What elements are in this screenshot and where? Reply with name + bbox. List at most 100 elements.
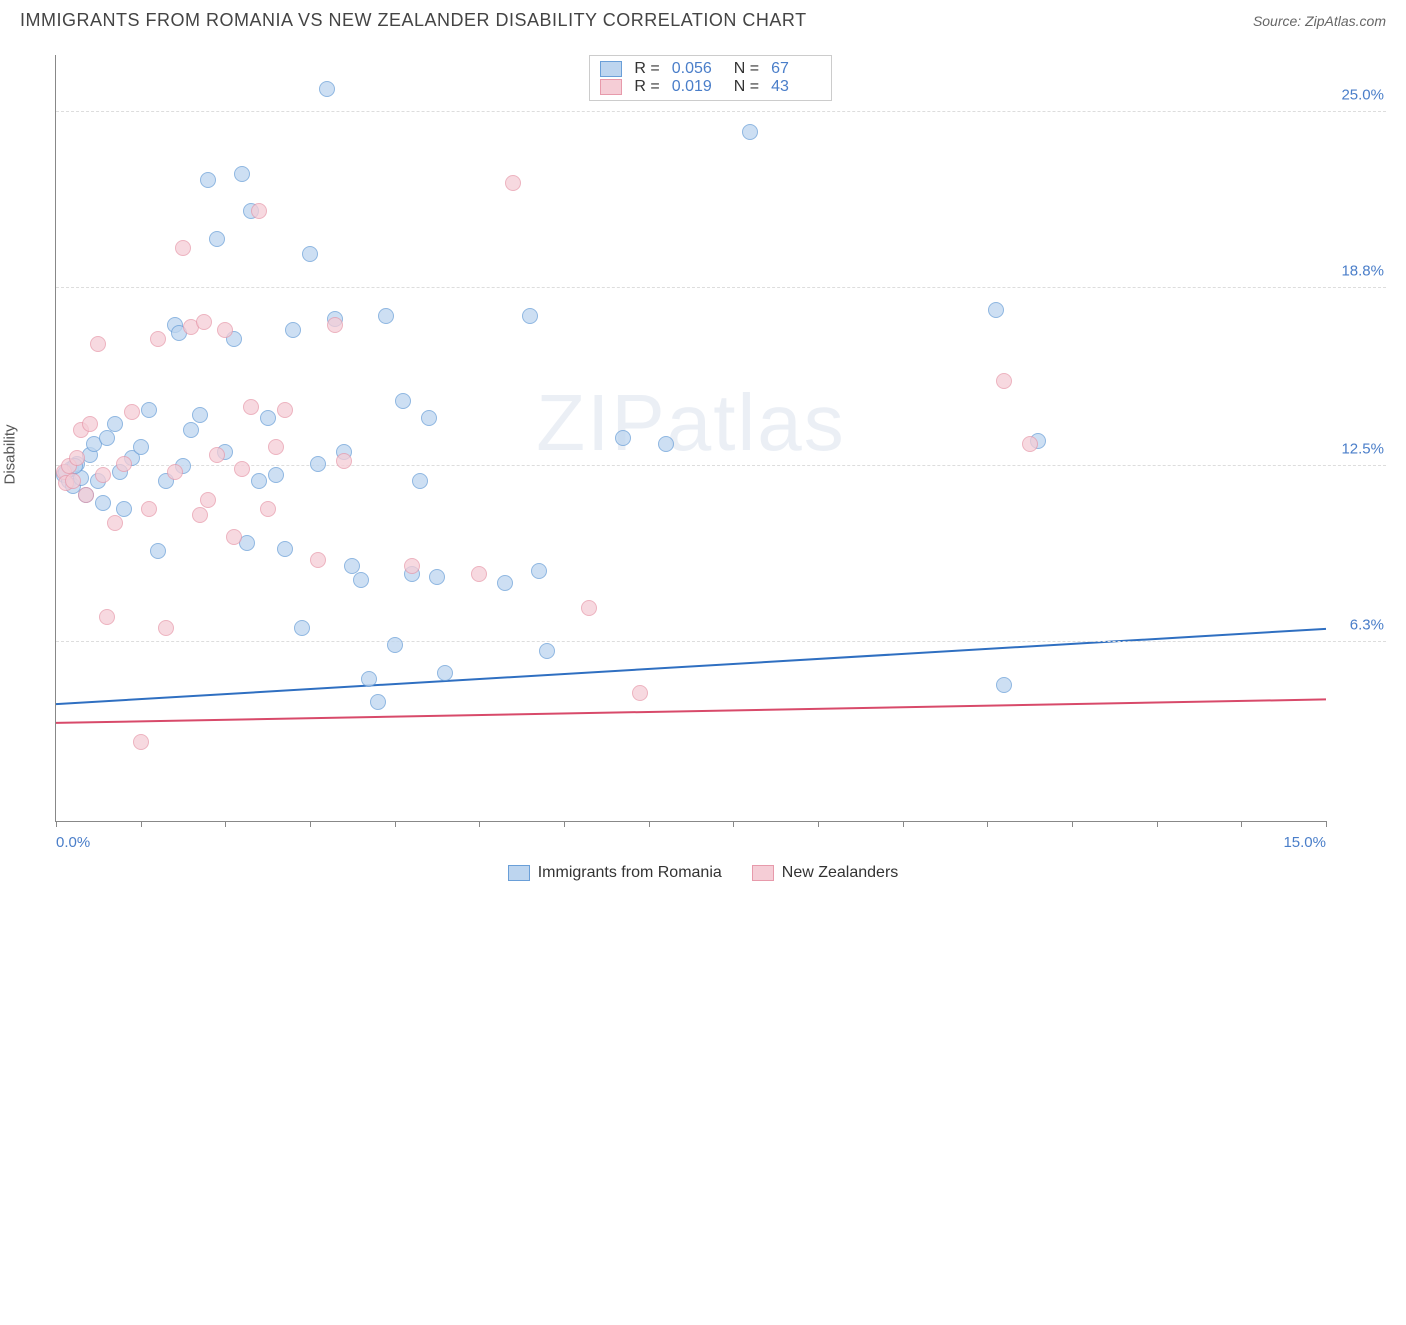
data-point-romania[interactable]	[268, 467, 284, 483]
data-point-nz[interactable]	[581, 600, 597, 616]
data-point-nz[interactable]	[200, 492, 216, 508]
data-point-nz[interactable]	[234, 461, 250, 477]
data-point-romania[interactable]	[107, 416, 123, 432]
data-point-romania[interactable]	[183, 422, 199, 438]
n-label: N =	[734, 60, 759, 78]
legend-row-romania: R = 0.056 N = 67	[600, 60, 821, 78]
data-point-nz[interactable]	[632, 685, 648, 701]
data-point-nz[interactable]	[65, 473, 81, 489]
data-point-nz[interactable]	[99, 609, 115, 625]
data-point-romania[interactable]	[615, 430, 631, 446]
data-point-nz[interactable]	[209, 447, 225, 463]
data-point-nz[interactable]	[141, 501, 157, 517]
legend-swatch-icon	[508, 865, 530, 881]
x-tick	[818, 821, 819, 827]
data-point-romania[interactable]	[361, 671, 377, 687]
data-point-nz[interactable]	[327, 317, 343, 333]
data-point-romania[interactable]	[658, 436, 674, 452]
series-legend-item-nz[interactable]: New Zealanders	[752, 864, 899, 882]
gridline	[56, 641, 1386, 642]
data-point-nz[interactable]	[90, 336, 106, 352]
data-point-nz[interactable]	[243, 399, 259, 415]
data-point-romania[interactable]	[395, 393, 411, 409]
data-point-romania[interactable]	[234, 166, 250, 182]
data-point-romania[interactable]	[99, 430, 115, 446]
data-point-nz[interactable]	[158, 620, 174, 636]
r-label: R =	[634, 60, 659, 78]
series-legend-item-romania[interactable]: Immigrants from Romania	[508, 864, 722, 882]
x-tick	[1157, 821, 1158, 827]
trend-line-romania	[56, 629, 1326, 704]
data-point-romania[interactable]	[353, 572, 369, 588]
data-point-romania[interactable]	[387, 637, 403, 653]
x-tick	[1072, 821, 1073, 827]
data-point-romania[interactable]	[116, 501, 132, 517]
data-point-romania[interactable]	[437, 665, 453, 681]
y-tick-label: 18.8%	[1341, 262, 1384, 279]
data-point-romania[interactable]	[192, 407, 208, 423]
x-tick	[564, 821, 565, 827]
x-tick	[56, 821, 57, 827]
data-point-romania[interactable]	[539, 643, 555, 659]
data-point-romania[interactable]	[319, 81, 335, 97]
data-point-nz[interactable]	[78, 487, 94, 503]
data-point-nz[interactable]	[260, 501, 276, 517]
data-point-nz[interactable]	[268, 439, 284, 455]
data-point-nz[interactable]	[107, 515, 123, 531]
data-point-romania[interactable]	[742, 124, 758, 140]
data-point-romania[interactable]	[302, 246, 318, 262]
data-point-romania[interactable]	[285, 322, 301, 338]
data-point-nz[interactable]	[471, 566, 487, 582]
data-point-nz[interactable]	[196, 314, 212, 330]
x-tick	[987, 821, 988, 827]
data-point-romania[interactable]	[429, 569, 445, 585]
data-point-romania[interactable]	[310, 456, 326, 472]
data-point-nz[interactable]	[192, 507, 208, 523]
data-point-romania[interactable]	[277, 541, 293, 557]
data-point-nz[interactable]	[124, 404, 140, 420]
data-point-romania[interactable]	[141, 402, 157, 418]
data-point-romania[interactable]	[251, 473, 267, 489]
data-point-romania[interactable]	[95, 495, 111, 511]
data-point-romania[interactable]	[294, 620, 310, 636]
data-point-nz[interactable]	[133, 734, 149, 750]
data-point-nz[interactable]	[310, 552, 326, 568]
data-point-romania[interactable]	[150, 543, 166, 559]
data-point-nz[interactable]	[1022, 436, 1038, 452]
n-value: 67	[771, 60, 821, 78]
data-point-nz[interactable]	[116, 456, 132, 472]
data-point-nz[interactable]	[175, 240, 191, 256]
legend-row-nz: R =0.019N =43	[600, 78, 821, 96]
data-point-nz[interactable]	[251, 203, 267, 219]
data-point-nz[interactable]	[336, 453, 352, 469]
data-point-romania[interactable]	[531, 563, 547, 579]
data-point-nz[interactable]	[167, 464, 183, 480]
data-point-romania[interactable]	[996, 677, 1012, 693]
data-point-nz[interactable]	[95, 467, 111, 483]
data-point-nz[interactable]	[226, 529, 242, 545]
data-point-nz[interactable]	[996, 373, 1012, 389]
r-label: R =	[634, 78, 659, 96]
data-point-nz[interactable]	[277, 402, 293, 418]
data-point-romania[interactable]	[133, 439, 149, 455]
data-point-romania[interactable]	[209, 231, 225, 247]
legend-swatch-icon	[600, 79, 622, 95]
data-point-romania[interactable]	[421, 410, 437, 426]
data-point-romania[interactable]	[522, 308, 538, 324]
data-point-romania[interactable]	[497, 575, 513, 591]
data-point-nz[interactable]	[217, 322, 233, 338]
data-point-nz[interactable]	[150, 331, 166, 347]
data-point-romania[interactable]	[200, 172, 216, 188]
y-tick-label: 6.3%	[1350, 617, 1384, 634]
data-point-romania[interactable]	[260, 410, 276, 426]
data-point-romania[interactable]	[378, 308, 394, 324]
data-point-nz[interactable]	[404, 558, 420, 574]
r-value: 0.056	[672, 60, 722, 78]
data-point-nz[interactable]	[505, 175, 521, 191]
data-point-romania[interactable]	[412, 473, 428, 489]
x-tick-label: 0.0%	[56, 834, 90, 851]
data-point-romania[interactable]	[370, 694, 386, 710]
data-point-nz[interactable]	[82, 416, 98, 432]
data-point-romania[interactable]	[988, 302, 1004, 318]
data-point-nz[interactable]	[69, 450, 85, 466]
